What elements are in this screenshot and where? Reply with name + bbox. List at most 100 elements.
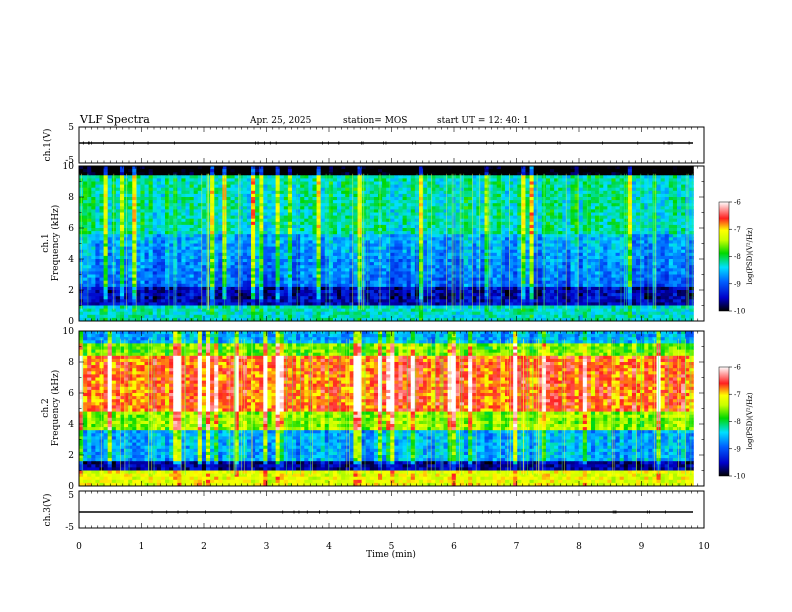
- spectrogram-cell: [156, 197, 162, 201]
- spectrogram-cell: [574, 255, 580, 260]
- spectrogram-cell: [201, 262, 207, 266]
- spectrogram-cell: [242, 228, 248, 232]
- spectrogram-cell: [410, 206, 416, 210]
- spectrogram-cell: [152, 187, 158, 192]
- spectrogram-cell: [443, 212, 449, 216]
- spectrogram-cell: [427, 169, 432, 173]
- spectrogram-cell: [332, 262, 338, 266]
- spectrogram-cell: [373, 243, 379, 247]
- spectrogram-cell: [488, 166, 494, 170]
- spectrogram-cell: [689, 255, 694, 260]
- spectrogram-cell: [545, 175, 551, 179]
- spectrogram-cell: [676, 231, 682, 235]
- spectrogram-cell: [291, 166, 297, 170]
- spectrogram-cell: [152, 252, 158, 257]
- spectrogram-cell: [390, 206, 395, 210]
- spectrogram-cell: [550, 206, 555, 210]
- spectrogram-cell: [545, 172, 551, 176]
- spectrogram-cell: [226, 181, 231, 185]
- spectrogram-cell: [484, 243, 489, 247]
- spectrogram-cell: [83, 246, 88, 251]
- spectrogram-cell: [267, 200, 272, 204]
- spectrogram-cell: [304, 249, 309, 254]
- spectrogram-cell: [349, 187, 354, 192]
- spectrogram-cell: [107, 166, 113, 170]
- spectrogram-cell: [648, 224, 653, 229]
- spectrogram-cell: [631, 175, 637, 179]
- spectrogram-cell: [521, 203, 526, 207]
- spectrogram-cell: [160, 212, 166, 216]
- spectrogram-cell: [492, 255, 498, 260]
- spectrogram-cell: [103, 224, 109, 229]
- spectrogram-cell: [636, 221, 641, 226]
- spectrogram-cell: [349, 240, 354, 244]
- spectrogram-cell: [324, 190, 330, 195]
- spectrogram-cell: [455, 262, 461, 266]
- spectrogram-cell: [517, 203, 522, 207]
- spectrogram-cell: [455, 218, 461, 223]
- spectrogram-cell: [623, 197, 629, 201]
- spectrogram-cell: [218, 246, 223, 251]
- spectrogram-cell: [197, 255, 203, 260]
- spectrogram-cell: [324, 203, 330, 207]
- spectrogram-cell: [668, 181, 674, 185]
- spectrogram-cell: [590, 178, 596, 182]
- spectrogram-cell: [300, 231, 305, 235]
- spectrogram-cell: [177, 178, 182, 182]
- spectrogram-cell: [169, 166, 174, 170]
- spectrogram-cell: [255, 187, 260, 192]
- spectrogram-cell: [160, 221, 166, 226]
- spectrogram-cell: [279, 175, 285, 179]
- spectrogram-cell: [201, 197, 207, 201]
- spectrogram-cell: [427, 255, 432, 260]
- spectrogram-cell: [390, 252, 395, 257]
- spectrogram-cell: [656, 197, 662, 201]
- spectrogram-cell: [578, 200, 584, 204]
- spectrogram-cell: [328, 224, 334, 229]
- spectrogram-cell: [91, 234, 96, 238]
- spectrogram-cell: [513, 218, 518, 223]
- spectrogram-cell: [267, 212, 272, 216]
- spectrogram-cell: [513, 178, 518, 182]
- spectrogram-cell: [238, 178, 244, 182]
- spectrogram-cell: [545, 203, 551, 207]
- spectrogram-cell: [459, 221, 465, 226]
- spectrogram-cell: [623, 172, 629, 176]
- spectrogram-cell: [189, 234, 195, 238]
- spectrogram-cell: [509, 206, 514, 210]
- spectrogram-cell: [291, 206, 297, 210]
- spectrogram-cell: [177, 262, 182, 266]
- spectrogram-cell: [398, 178, 403, 182]
- spectrogram-cell: [308, 212, 313, 216]
- spectrogram-cell: [664, 206, 670, 210]
- spectrogram-cell: [119, 237, 125, 241]
- spectrogram-cell: [668, 209, 674, 213]
- spectrogram-cell: [296, 234, 301, 238]
- spectrogram-cell: [480, 206, 485, 210]
- spectrogram-cell: [517, 178, 522, 182]
- spectrogram-cell: [234, 172, 240, 176]
- spectrogram-cell: [406, 231, 412, 235]
- spectrogram-cell: [652, 237, 657, 241]
- spectrogram-cell: [251, 187, 256, 192]
- spectrogram-cell: [545, 221, 551, 226]
- spectrogram-cell: [517, 197, 522, 201]
- spectrogram-cell: [328, 166, 334, 170]
- spectrogram-cell: [115, 178, 121, 182]
- spectrogram-cell: [435, 187, 440, 192]
- spectrogram-cell: [570, 246, 575, 251]
- spectrogram-cell: [423, 190, 428, 195]
- spectrogram-cell: [537, 212, 543, 216]
- spectrogram-cell: [197, 187, 203, 192]
- spectrogram-cell: [83, 224, 88, 229]
- spectrogram-cell: [332, 234, 338, 238]
- spectrogram-cell: [636, 169, 641, 173]
- spectrogram-cell: [554, 221, 559, 226]
- spectrogram-cell: [328, 206, 334, 210]
- spectrogram-cell: [595, 218, 600, 223]
- spectrogram-cell: [525, 193, 530, 198]
- spectrogram-cell: [238, 218, 244, 223]
- spectrogram-cell: [316, 243, 322, 247]
- spectrogram-cell: [390, 197, 395, 201]
- spectrogram-cell: [312, 240, 317, 244]
